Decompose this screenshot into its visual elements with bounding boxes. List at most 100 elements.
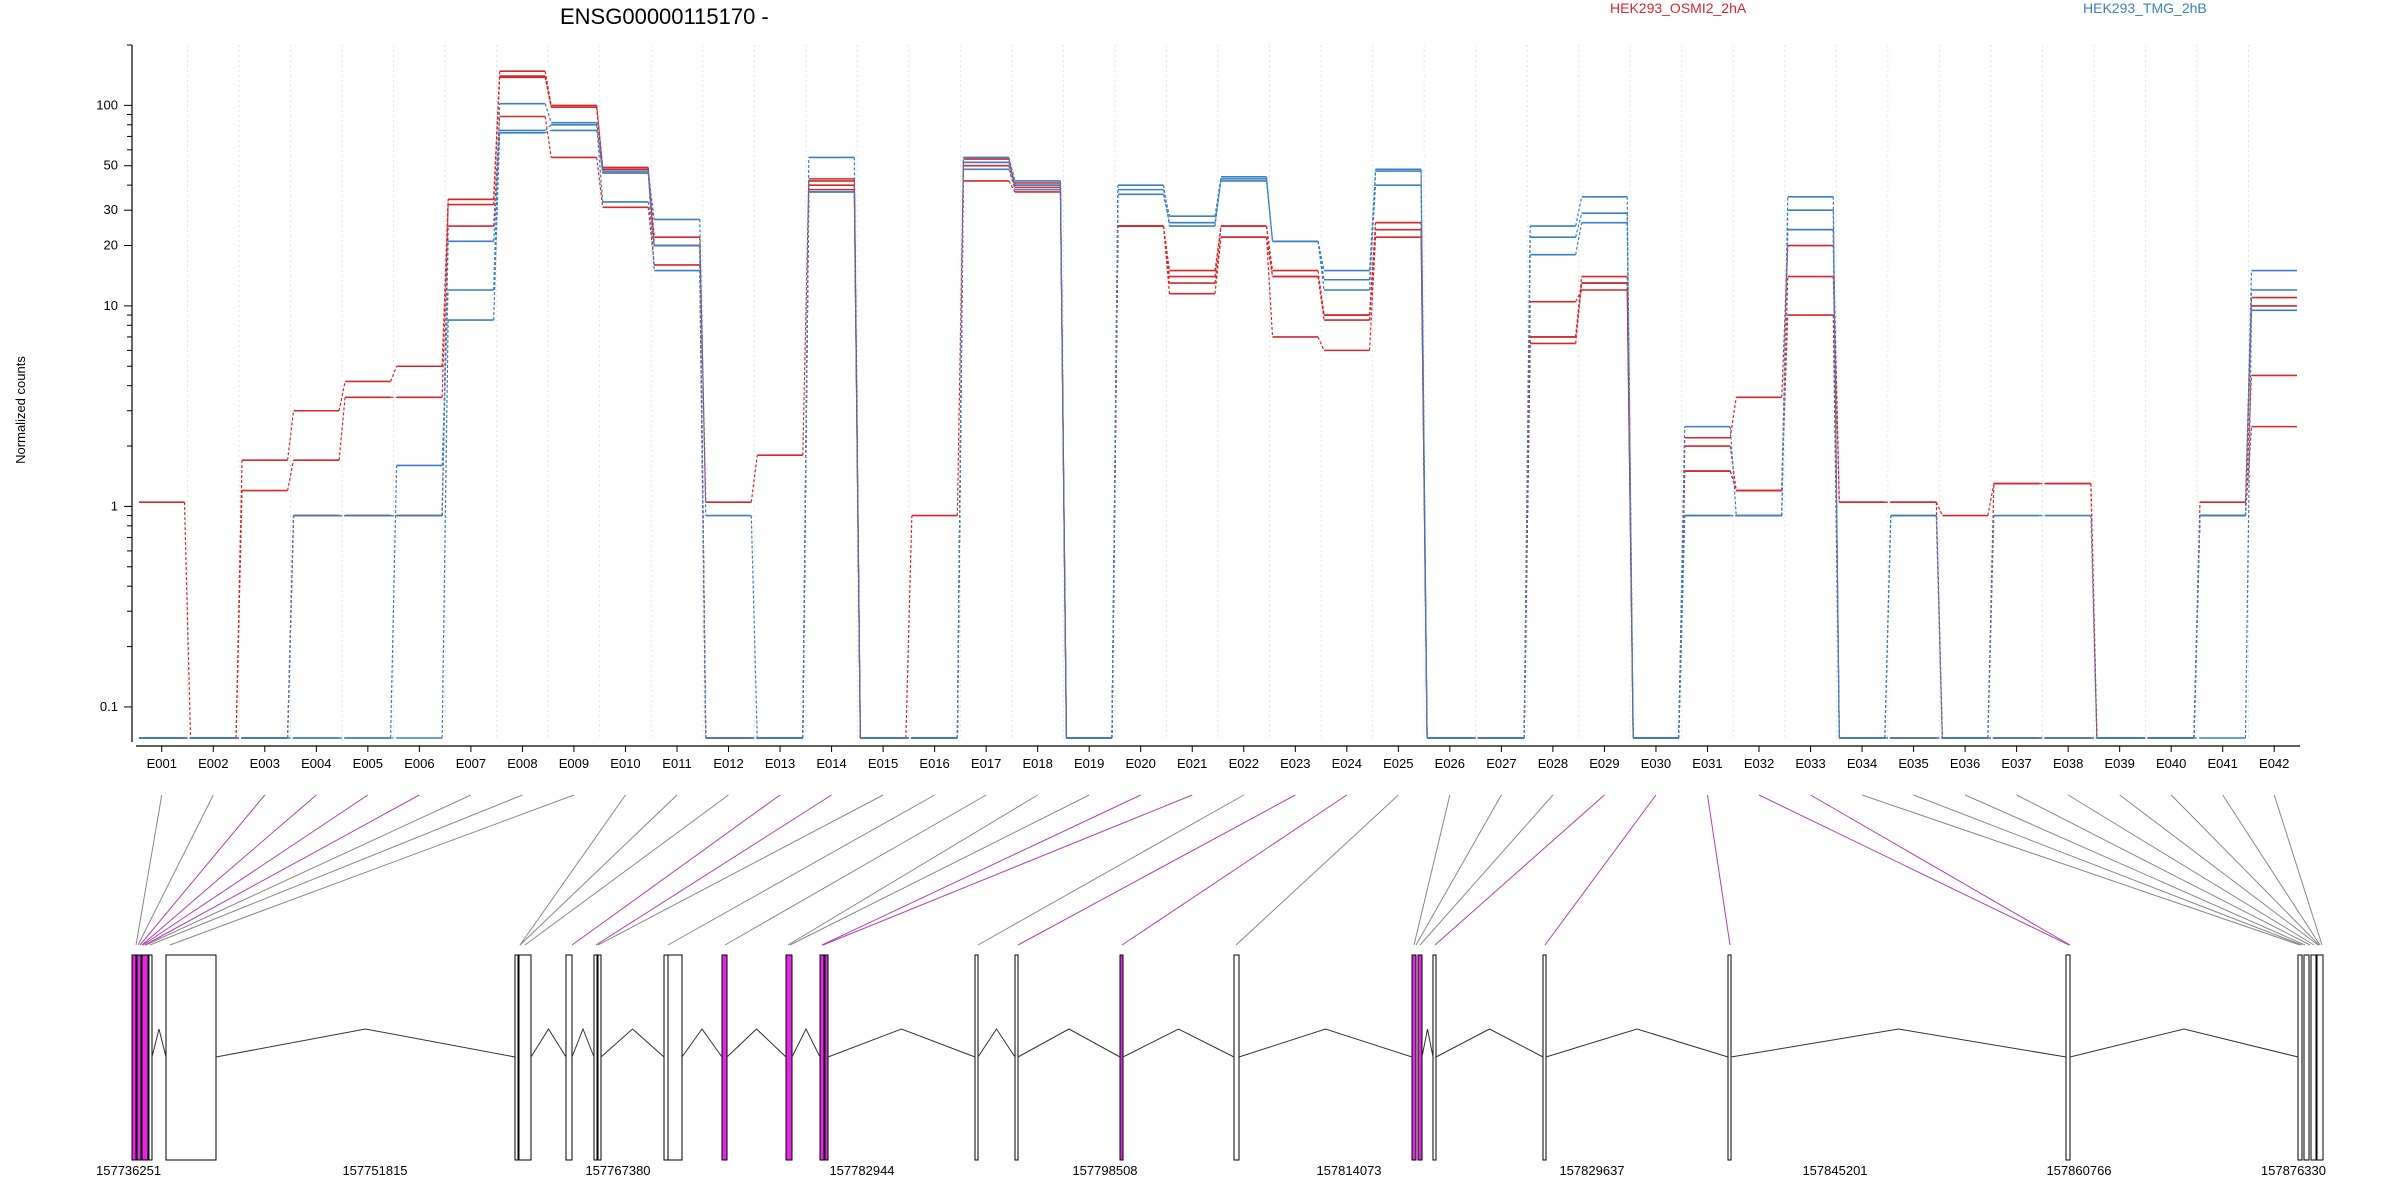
series-connector bbox=[647, 171, 655, 271]
exon-box bbox=[819, 954, 825, 1161]
series-connector bbox=[1008, 157, 1016, 182]
series-connector bbox=[1678, 515, 1686, 739]
series-connector bbox=[1008, 169, 1016, 190]
series-connector bbox=[2193, 515, 2201, 739]
series-connector bbox=[699, 270, 707, 739]
series-connector bbox=[1162, 189, 1171, 217]
exon-connector bbox=[1758, 794, 2070, 946]
intron-line bbox=[1421, 1028, 1434, 1058]
intron-line bbox=[977, 1028, 1016, 1058]
coordinate-label: 157860766 bbox=[2046, 1163, 2111, 1178]
series-connector bbox=[1317, 270, 1325, 316]
series-connector bbox=[1059, 189, 1068, 739]
y-tick-label: 1 bbox=[111, 498, 118, 513]
x-tick-label: E029 bbox=[1589, 756, 1619, 771]
exon-connector bbox=[141, 794, 317, 946]
series-connector bbox=[853, 191, 861, 739]
x-tick-label: E014 bbox=[816, 756, 846, 771]
series-connector bbox=[2090, 515, 2098, 739]
series-connector bbox=[1317, 241, 1325, 291]
x-tick-label: E015 bbox=[868, 756, 898, 771]
exon-connector bbox=[169, 794, 575, 946]
series-connector bbox=[235, 490, 243, 739]
exon-box bbox=[514, 954, 519, 1161]
exon-box bbox=[1417, 954, 1423, 1161]
series-layer bbox=[139, 70, 2297, 739]
exon-connector bbox=[144, 794, 420, 946]
series-connector bbox=[1008, 162, 1016, 186]
intron-line bbox=[1435, 1028, 1544, 1058]
series-connector bbox=[1265, 237, 1274, 337]
series-connector bbox=[1729, 470, 1737, 491]
exon-box bbox=[785, 954, 793, 1161]
x-tick-label: E022 bbox=[1229, 756, 1259, 771]
coordinate-label: 157751815 bbox=[342, 1163, 407, 1178]
legend-tmg: HEK293_TMG_2hB bbox=[2083, 0, 2207, 16]
x-tick-label: E031 bbox=[1692, 756, 1722, 771]
series-connector bbox=[1111, 194, 1119, 739]
exon-connector bbox=[571, 794, 781, 946]
exon-connector bbox=[2067, 794, 2315, 946]
series-connector bbox=[544, 75, 552, 108]
exon-connector bbox=[524, 794, 729, 946]
exon-connector bbox=[595, 794, 832, 946]
exon-box bbox=[663, 954, 669, 1161]
exon-connector bbox=[1434, 794, 1605, 946]
series-connector bbox=[596, 130, 604, 172]
y-tick-label: 30 bbox=[104, 202, 118, 217]
x-tick-label: E027 bbox=[1486, 756, 1516, 771]
series-connector bbox=[1368, 222, 1377, 316]
series-connector bbox=[1832, 210, 1840, 739]
series-connector bbox=[1265, 226, 1274, 271]
coordinate-label: 157876330 bbox=[2261, 1163, 2326, 1178]
coordinate-label: 157736251 bbox=[96, 1163, 161, 1178]
series-connector bbox=[1162, 194, 1171, 223]
x-tick-label: E042 bbox=[2259, 756, 2289, 771]
series-connector bbox=[699, 219, 707, 516]
x-tick-label: E033 bbox=[1795, 756, 1825, 771]
exon-box bbox=[2316, 954, 2324, 1161]
exon-connector bbox=[1415, 794, 1502, 946]
coordinate-label: 157798508 bbox=[1072, 1163, 1137, 1178]
x-tick-label: E020 bbox=[1126, 756, 1156, 771]
series-connector bbox=[2244, 289, 2253, 516]
exon-box bbox=[824, 954, 829, 1161]
series-connector bbox=[390, 465, 398, 739]
series-connector bbox=[1059, 180, 1068, 739]
exon-connector bbox=[1706, 794, 1731, 946]
series-connector bbox=[441, 199, 449, 367]
intron-line bbox=[791, 1027, 821, 1058]
exon-box bbox=[667, 954, 683, 1161]
exon-connector bbox=[1235, 794, 1399, 946]
series-connector bbox=[1008, 165, 1016, 188]
intron-line bbox=[681, 1028, 723, 1058]
exon-connector bbox=[821, 794, 1141, 946]
chart-title: ENSG00000115170 - bbox=[560, 4, 769, 29]
exon-connector bbox=[977, 794, 1245, 946]
x-tick-label: E034 bbox=[1847, 756, 1877, 771]
x-tick-label: E037 bbox=[2001, 756, 2031, 771]
coordinate-label: 157782944 bbox=[829, 1163, 894, 1178]
connector-layer bbox=[135, 794, 2323, 946]
intron-line bbox=[571, 1027, 595, 1058]
series-connector bbox=[1214, 237, 1222, 284]
exon-connector bbox=[724, 794, 987, 946]
series-connector bbox=[1265, 180, 1274, 242]
x-tick-label: E039 bbox=[2104, 756, 2134, 771]
exon-box bbox=[2297, 954, 2303, 1161]
series-connector bbox=[1368, 237, 1377, 351]
exon-box bbox=[2303, 954, 2310, 1161]
exon-box bbox=[597, 954, 602, 1161]
legend-osmi2: HEK293_OSMI2_2hA bbox=[1610, 0, 1747, 16]
x-tick-label: E010 bbox=[610, 756, 640, 771]
series-connector bbox=[1214, 237, 1222, 294]
y-tick-label: 50 bbox=[104, 158, 118, 173]
exon-connector bbox=[149, 794, 523, 946]
series-connector bbox=[1214, 226, 1222, 271]
series-connector bbox=[596, 107, 604, 170]
series-connector bbox=[544, 71, 552, 106]
exon-connector bbox=[597, 794, 884, 946]
coordinate-label: 157767380 bbox=[585, 1163, 650, 1178]
exon-connector bbox=[822, 794, 1193, 946]
